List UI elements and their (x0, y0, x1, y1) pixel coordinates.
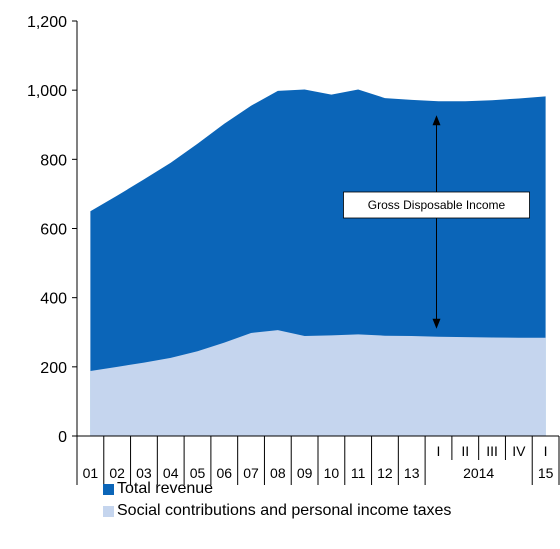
area-layer (90, 89, 546, 436)
x-tick-label: I (437, 443, 441, 459)
x-tick-label: 01 (83, 465, 99, 481)
y-tick-label: 600 (40, 222, 67, 239)
legend-label-total-revenue: Total revenue (117, 480, 214, 497)
x-tick-label: 12 (377, 465, 393, 481)
y-tick-label: 0 (58, 429, 67, 446)
x-tick-label: 11 (351, 465, 366, 481)
annotation-arrowhead-down (432, 318, 441, 329)
y-tick-label: 800 (40, 152, 67, 169)
y-tick-label: 400 (40, 291, 67, 308)
x-tick-label: III (486, 443, 498, 459)
y-tick-label: 1,200 (27, 14, 67, 31)
x-tick-label: IV (512, 443, 526, 459)
x-group-label: 2014 (463, 465, 494, 481)
x-tick-label: 10 (324, 465, 340, 481)
x-tick-label: 02 (109, 465, 125, 481)
x-tick-label: 04 (163, 465, 179, 481)
legend-item-social-contributions: Social contributions and personal income… (103, 500, 451, 522)
legend: Total revenue Social contributions and p… (103, 478, 451, 522)
y-tick-label: 200 (40, 360, 67, 377)
x-tick-label: 07 (243, 465, 259, 481)
legend-swatch-social-contributions (103, 505, 114, 517)
x-tick-label: 06 (216, 465, 232, 481)
x-tick-label: 08 (270, 465, 286, 481)
area-social-contributions-and-personal-income-taxes (90, 330, 546, 436)
annotation-box (343, 191, 530, 219)
annotation-layer: Gross Disposable Income (343, 115, 530, 329)
x-tick-label: 09 (297, 465, 313, 481)
x-tick-label: 13 (404, 465, 420, 481)
x-tick-label: 03 (136, 465, 152, 481)
x-tick-label: 05 (190, 465, 206, 481)
axes-layer: 0 200 400 600 800 1,000 1,200 01 02 03 04 05 06 07 08 0… (27, 14, 560, 485)
x-tick-label: I (544, 443, 548, 459)
legend-label-social-contributions: Social contributions and personal income… (117, 502, 452, 519)
annotation-label: Gross Disposable Income (368, 198, 506, 212)
annotation-arrowhead-up (432, 115, 441, 126)
x-tick-label: II (461, 443, 469, 459)
y-tick-label: 1,000 (27, 83, 67, 100)
x-group-label: 15 (538, 465, 554, 481)
legend-swatch-total-revenue (103, 483, 114, 495)
legend-item-total-revenue: Total revenue (103, 478, 451, 500)
